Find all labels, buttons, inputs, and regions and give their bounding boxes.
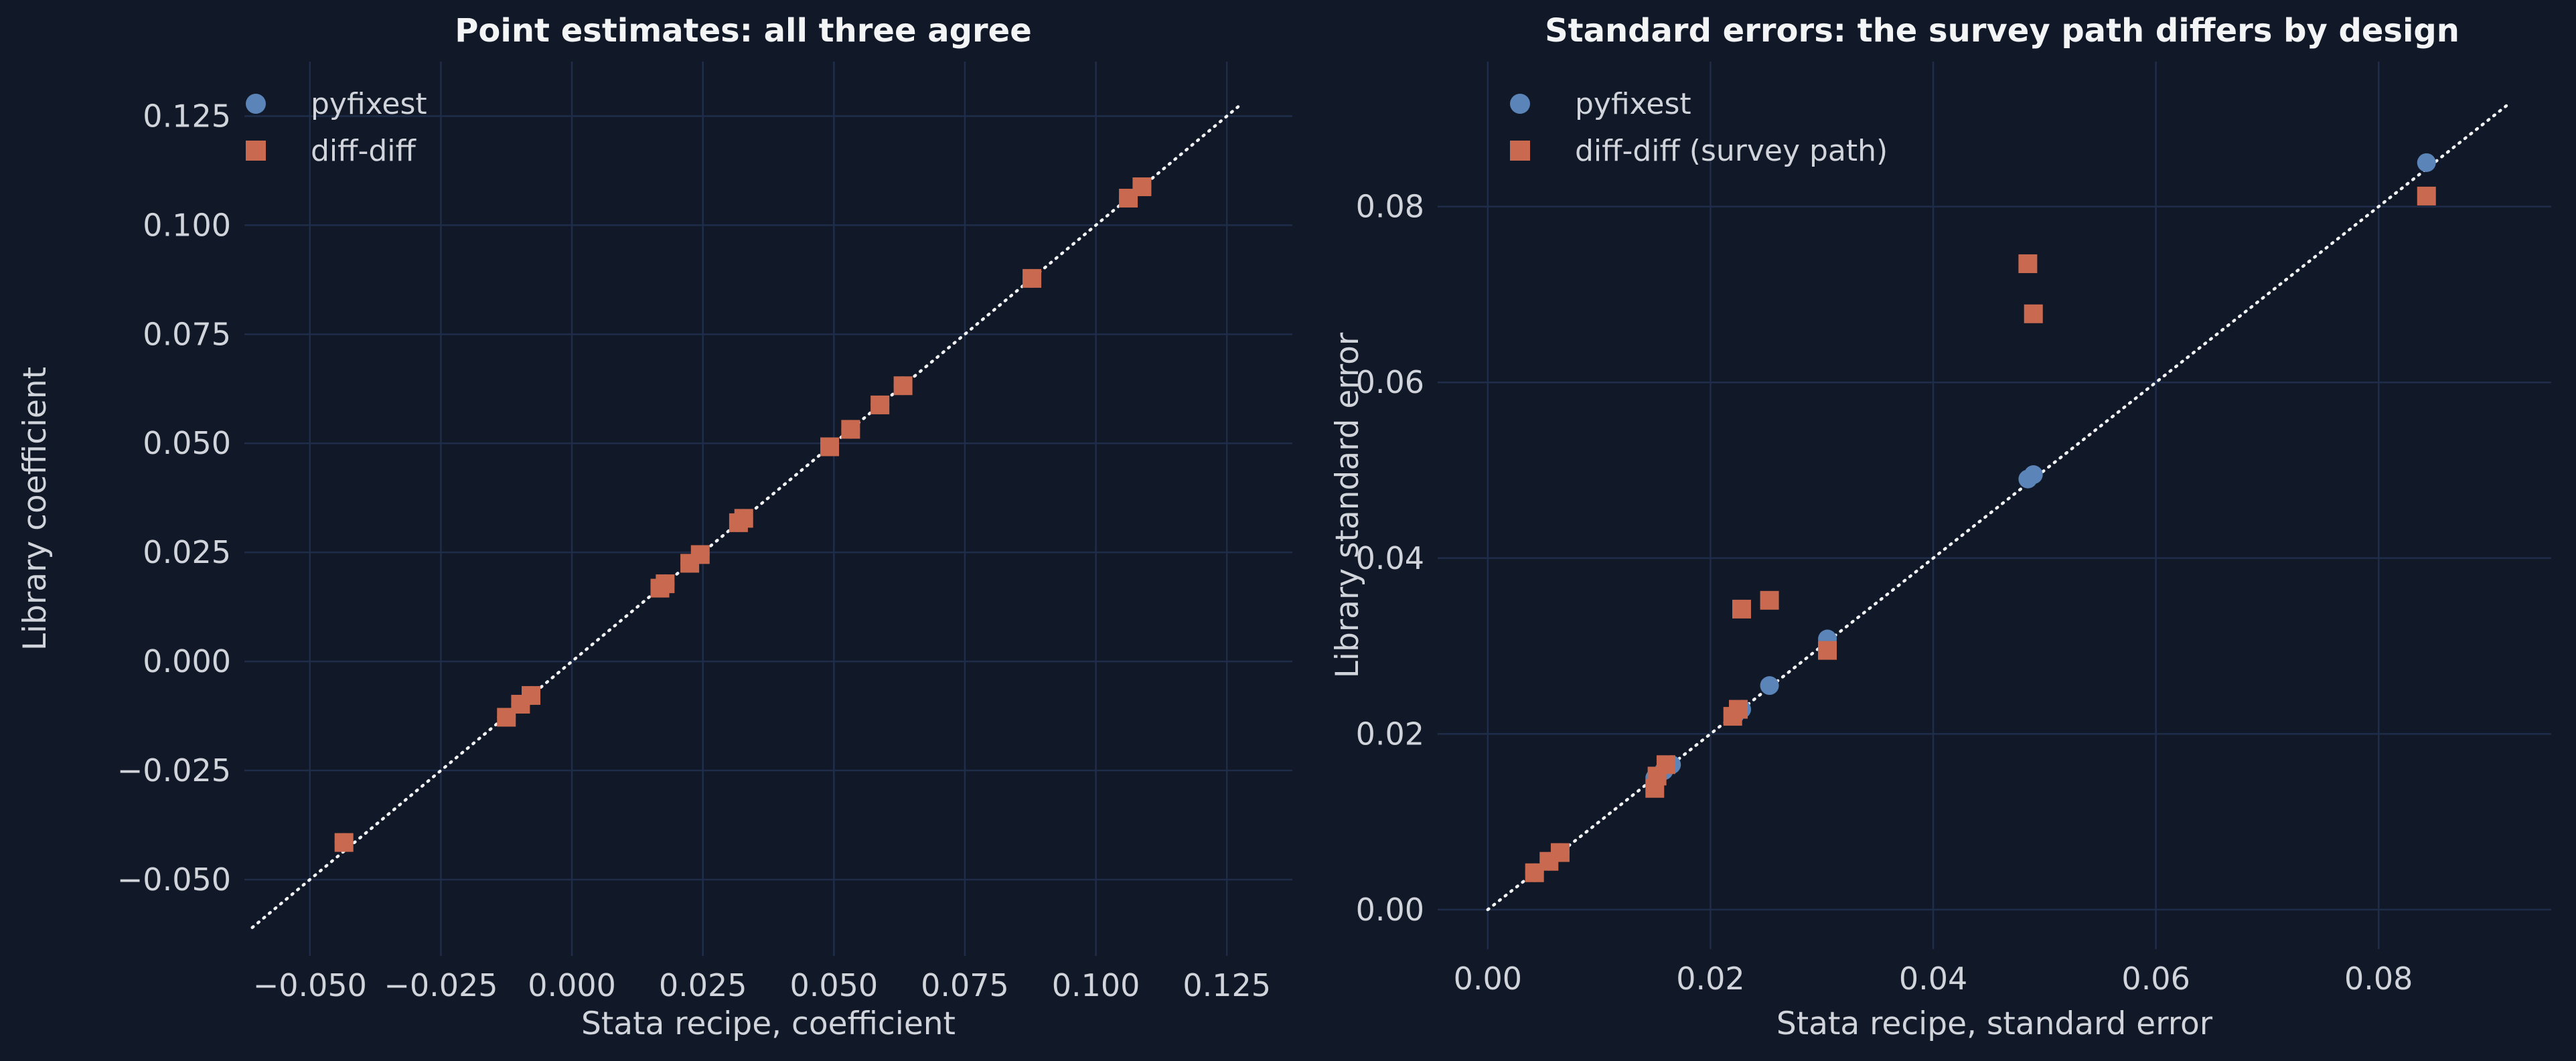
y-axis-label: Library coefficient [17,367,54,651]
legend-marker-square [246,141,266,161]
reference-line-y-equals-x [250,101,1244,929]
data-point-square [1550,843,1570,862]
x-tick-label: −0.050 [253,967,367,1003]
data-point-square [841,420,860,439]
y-tick-label: 0.04 [1356,540,1424,576]
data-point-square [2024,304,2043,323]
data-point-square [734,509,753,528]
series-diff-diff [334,177,1152,852]
legend-label: pyfixest [1575,87,1691,121]
y-tick-label: 0.06 [1356,364,1424,400]
x-tick-label: 0.050 [789,967,878,1003]
chart-title: Standard errors: the survey path differs… [1545,12,2459,50]
legend-marker-circle [1510,94,1530,114]
data-point-square [1022,268,1042,288]
chart-panel-2: 0.00 0.02 0.04 0.06 0.08 0.00 0.02 0.04 0.06 0.08… [1329,12,2551,1042]
y-tick-label: 0.100 [143,207,231,243]
y-tick-label: 0.050 [143,425,231,461]
data-point-square [1656,755,1675,774]
y-tick-label: 0.125 [143,98,231,134]
x-tick-label: 0.04 [1899,961,1967,997]
data-point-circle [2417,153,2436,172]
x-tick-label: 0.075 [921,967,1009,1003]
x-tick-label: 0.00 [1454,961,1522,997]
data-point-square [334,833,354,852]
data-point-square [656,574,675,594]
data-point-circle [2024,465,2043,485]
data-point-square [1732,599,1751,619]
legend: pyfixest diff-diff (survey path) [1510,87,1888,168]
data-point-square [870,395,890,414]
x-tick-label: 0.000 [528,967,616,1003]
y-tick-label: −0.025 [117,752,231,789]
data-point-square [2018,254,2038,273]
series-diff-diff [1525,186,2436,882]
y-tick-label: 0.075 [143,316,231,352]
x-axis-label: Stata recipe, coefficient [581,1005,956,1042]
legend-label: diff-diff (survey path) [1575,134,1888,168]
data-point-square [820,437,840,457]
legend-label: diff-diff [311,134,417,168]
chart-title: Point estimates: all three agree [455,12,1032,50]
y-tick-label: 0.00 [1356,892,1424,928]
legend-marker-circle [246,94,266,114]
x-tick-label: −0.025 [384,967,498,1003]
x-tick-label: 0.06 [2121,961,2190,997]
x-tick-label: 0.02 [1676,961,1744,997]
y-tick-label: 0.025 [143,534,231,570]
y-axis-label: Library standard error [1329,332,1366,678]
legend-marker-square [1510,141,1530,161]
data-point-square [522,685,541,705]
x-tick-label: 0.125 [1183,967,1271,1003]
data-point-square [893,376,913,396]
data-point-square [1818,641,1837,660]
x-tick-label: 0.025 [659,967,747,1003]
x-tick-label: 0.100 [1052,967,1140,1003]
data-point-square [690,545,710,564]
x-tick-label: 0.08 [2344,961,2413,997]
chart-panel-1: −0.050 −0.025 0.000 0.025 0.050 0.075 0.100 0.1… [17,12,1292,1042]
y-tick-label: −0.050 [117,862,231,898]
reference-line-y-equals-x [1486,104,2508,912]
data-point-circle [1760,676,1779,696]
y-tick-label: 0.08 [1356,189,1424,225]
y-tick-label: 0.02 [1356,716,1424,752]
data-point-square [2417,186,2436,206]
legend: pyfixest diff-diff [246,87,427,168]
legend-label: pyfixest [311,87,427,121]
y-tick-label: 0.000 [143,643,231,679]
data-point-square [1729,700,1748,719]
data-point-square [1132,177,1152,197]
x-axis-label: Stata recipe, standard error [1776,1005,2213,1042]
data-point-square [1760,590,1779,610]
